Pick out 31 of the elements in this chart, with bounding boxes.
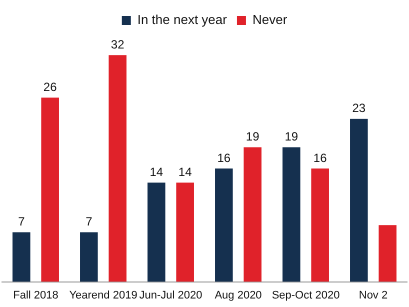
x-tick-label: Nov 2	[358, 289, 388, 302]
bar	[12, 232, 30, 282]
data-label: 7	[18, 214, 26, 229]
x-tick-label: Aug 2020	[214, 289, 262, 302]
bar	[80, 232, 98, 282]
data-label: 19	[246, 130, 260, 144]
x-tick-label: Sep-Oct 2020	[272, 289, 340, 302]
data-label: 16	[313, 150, 328, 165]
data-label: 14	[178, 164, 192, 179]
bar	[41, 98, 59, 282]
data-label: 19	[284, 130, 298, 144]
bar	[176, 182, 194, 282]
data-label: 14	[150, 164, 164, 179]
bar	[311, 168, 329, 282]
data-label: 23	[352, 101, 366, 116]
bar	[244, 147, 262, 282]
data-label: 26	[43, 80, 58, 94]
bar	[108, 55, 126, 282]
bar	[378, 225, 396, 282]
bar	[350, 118, 368, 282]
bar	[148, 182, 166, 282]
x-tick-label: Fall 2018	[13, 289, 58, 302]
legend-label: In the next year	[137, 12, 228, 28]
bar	[215, 168, 233, 282]
bar	[282, 147, 300, 282]
data-label: 16	[217, 150, 231, 165]
data-label: 32	[110, 37, 125, 52]
legend-label: Never	[252, 12, 288, 28]
data-label: 7	[86, 214, 93, 229]
x-tick-label: Yearend 2019	[69, 289, 138, 302]
x-tick-label: Jun-Jul 2020	[139, 289, 202, 302]
